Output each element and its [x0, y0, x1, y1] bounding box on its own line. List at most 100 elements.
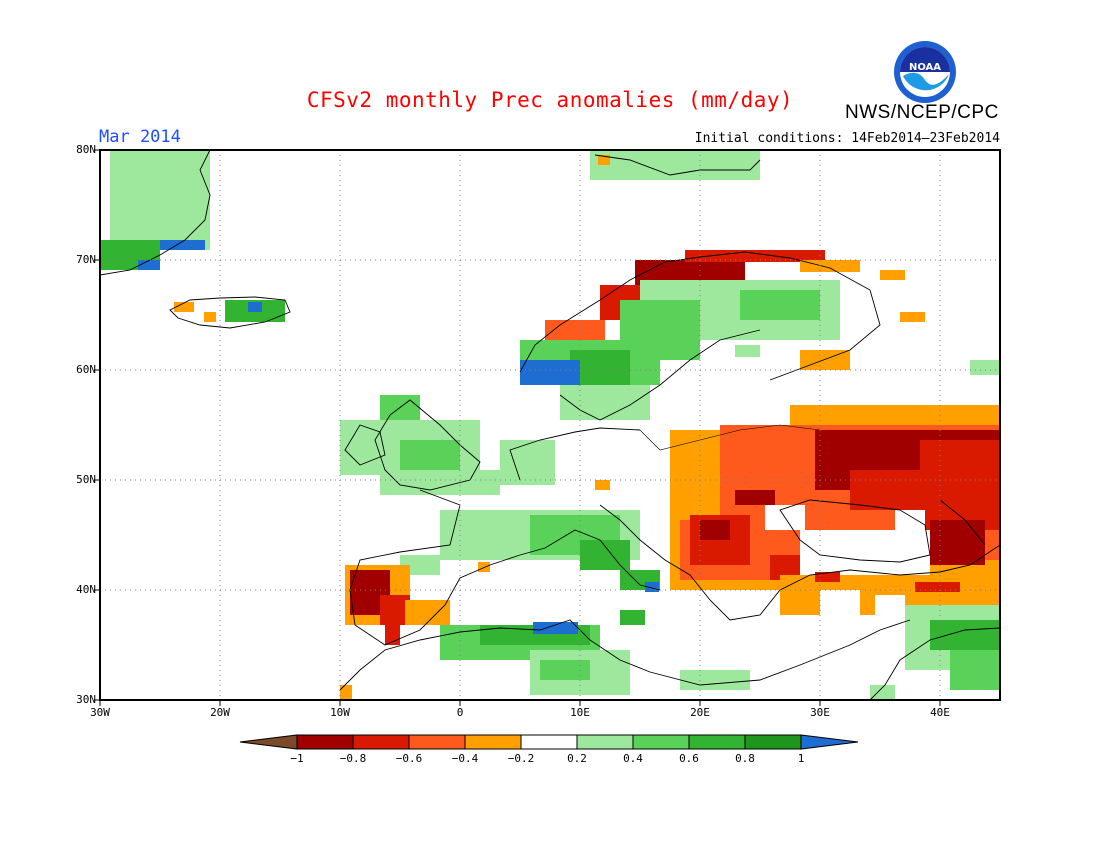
coastline-svalbard: [594, 154, 761, 176]
anomaly-patch: [900, 312, 925, 322]
anomaly-patch: [598, 155, 610, 165]
anomaly-patch: [915, 582, 960, 592]
anomaly-patch: [620, 610, 645, 625]
anomaly-patch: [950, 650, 1000, 690]
coastline-caspian: [939, 499, 986, 546]
anomaly-patch: [540, 660, 590, 680]
anomaly-patch: [380, 470, 500, 495]
colorbar-label: −0.4: [451, 752, 479, 765]
colorbar-upper-arrow: [800, 734, 859, 750]
anomaly-patch: [520, 360, 580, 385]
colorbar-label: −0.6: [395, 752, 423, 765]
lat-label: 30N: [76, 693, 96, 706]
anomaly-patch: [174, 302, 194, 312]
anomaly-patch: [110, 150, 210, 250]
anomaly-patch: [533, 622, 578, 634]
coastline-levant: [869, 627, 1000, 700]
lat-label: 70N: [76, 253, 96, 266]
anomaly-patch: [400, 440, 460, 470]
anomaly-patch: [850, 470, 930, 510]
anomaly-patch: [680, 670, 750, 690]
anomaly-field: [100, 150, 1000, 700]
lon-label: 10W: [330, 706, 350, 719]
colorbar-label: 0.8: [735, 752, 755, 765]
lon-label: 30E: [810, 706, 830, 719]
coastline-baltic: [559, 329, 761, 421]
lon-label: 40E: [930, 706, 950, 719]
anomaly-patch: [138, 260, 160, 270]
lon-label: 20E: [690, 706, 710, 719]
anomaly-patch: [870, 685, 895, 700]
agency-label: NWS/NCEP/CPC: [845, 102, 999, 123]
lon-label: 10E: [570, 706, 590, 719]
lat-label: 80N: [76, 143, 96, 156]
map-frame: [99, 149, 1001, 701]
colorbar-swatch: [744, 734, 802, 750]
coastline-ireland: [344, 424, 386, 466]
anomaly-patch: [405, 600, 450, 625]
lon-label: 20W: [210, 706, 230, 719]
anomaly-patch: [815, 572, 840, 582]
anomaly-patch: [735, 490, 775, 505]
anomaly-patch: [590, 150, 760, 180]
anomaly-patch: [930, 520, 985, 565]
lon-label: 0: [456, 706, 464, 719]
anomaly-patch: [500, 440, 555, 485]
anomaly-patch: [204, 312, 216, 322]
coastline-greenland: [100, 150, 211, 276]
anomaly-patch: [800, 260, 860, 272]
coastline-mediterranean-north: [599, 504, 1000, 621]
anomaly-patch: [160, 240, 205, 250]
colorbar-swatch: [352, 734, 410, 750]
anomaly-patch: [700, 520, 730, 540]
colorbar-swatch: [520, 734, 578, 750]
anomaly-patch: [620, 300, 700, 360]
colorbar-label: 0.4: [623, 752, 643, 765]
coastline-north-africa: [339, 619, 911, 691]
colorbar-lower-arrow: [239, 734, 298, 750]
coastline-north-sea: [509, 427, 641, 481]
lat-label: 40N: [76, 583, 96, 596]
anomaly-patch: [740, 290, 820, 320]
lat-label: 60N: [76, 363, 96, 376]
anomaly-patch: [920, 440, 1000, 530]
gridlines: [100, 150, 1000, 700]
colorbar-swatch: [464, 734, 522, 750]
anomaly-patch: [580, 540, 630, 570]
colorbar-swatch: [632, 734, 690, 750]
anomaly-patch: [930, 620, 1000, 650]
colorbar: [239, 734, 859, 750]
forecast-month: Mar 2014: [99, 127, 181, 147]
anomaly-patch: [735, 345, 760, 357]
colorbar-swatch: [408, 734, 466, 750]
anomaly-patch: [685, 250, 825, 262]
anomaly-patch: [478, 562, 490, 572]
coastline-black-sea: [779, 499, 931, 563]
anomaly-patch: [880, 270, 905, 280]
colorbar-swatch: [576, 734, 634, 750]
colorbar-label: 0.2: [567, 752, 587, 765]
logo-text: NOAA: [909, 62, 941, 73]
anomaly-patch: [340, 685, 352, 700]
initial-conditions: Initial conditions: 14Feb2014–23Feb2014: [694, 131, 1000, 146]
coastline-iceland: [169, 296, 291, 329]
country-borders: [639, 424, 821, 451]
anomaly-patch: [800, 530, 930, 575]
lat-label: 50N: [76, 473, 96, 486]
lon-label: 30W: [90, 706, 110, 719]
colorbar-swatch: [296, 734, 354, 750]
anomaly-patch: [595, 480, 610, 490]
anomaly-patch: [970, 360, 1000, 375]
coastline-western-europe: [349, 489, 661, 646]
colorbar-label: 1: [797, 752, 805, 765]
anomaly-patch: [875, 595, 905, 615]
noaa-logo-icon: NOAA: [894, 41, 956, 103]
anomaly-patch: [645, 582, 659, 592]
chart-title: CFSv2 monthly Prec anomalies (mm/day): [306, 88, 794, 112]
colorbar-label: −0.8: [339, 752, 367, 765]
anomaly-patch: [248, 302, 262, 312]
colorbar-label: −1: [290, 752, 304, 765]
anomaly-patch: [560, 385, 650, 420]
colorbar-label: 0.6: [679, 752, 699, 765]
